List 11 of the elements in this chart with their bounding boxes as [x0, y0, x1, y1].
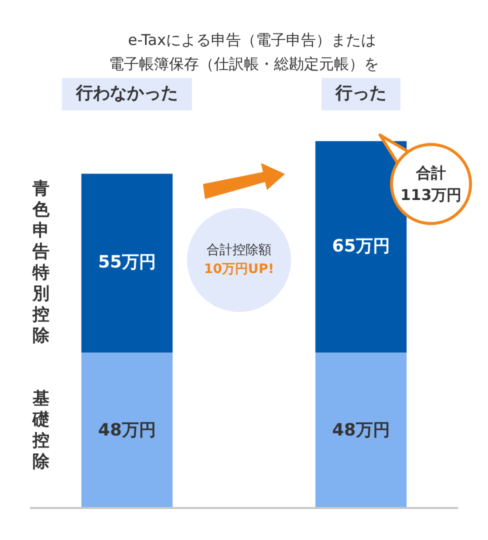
data-label: 48万円: [98, 420, 156, 440]
x-tick-label: 行わなかった: [75, 84, 178, 104]
series-label: 基礎控除: [31, 388, 50, 473]
annotation: 合計控除額 10万円UP!: [204, 242, 274, 279]
series-label: 青色申告特別控除: [31, 179, 50, 348]
x-tick-label: 行った: [334, 84, 386, 104]
data-label: 55万円: [98, 252, 156, 273]
chart-title: e-Taxによる申告（電子申告）または電子帳簿保存（仕訳帳・総勘定元帳）を: [108, 30, 380, 75]
data-label: 65万円: [332, 236, 390, 256]
annotation: 合計 113万円: [400, 162, 462, 206]
data-label: 48万円: [332, 420, 390, 440]
